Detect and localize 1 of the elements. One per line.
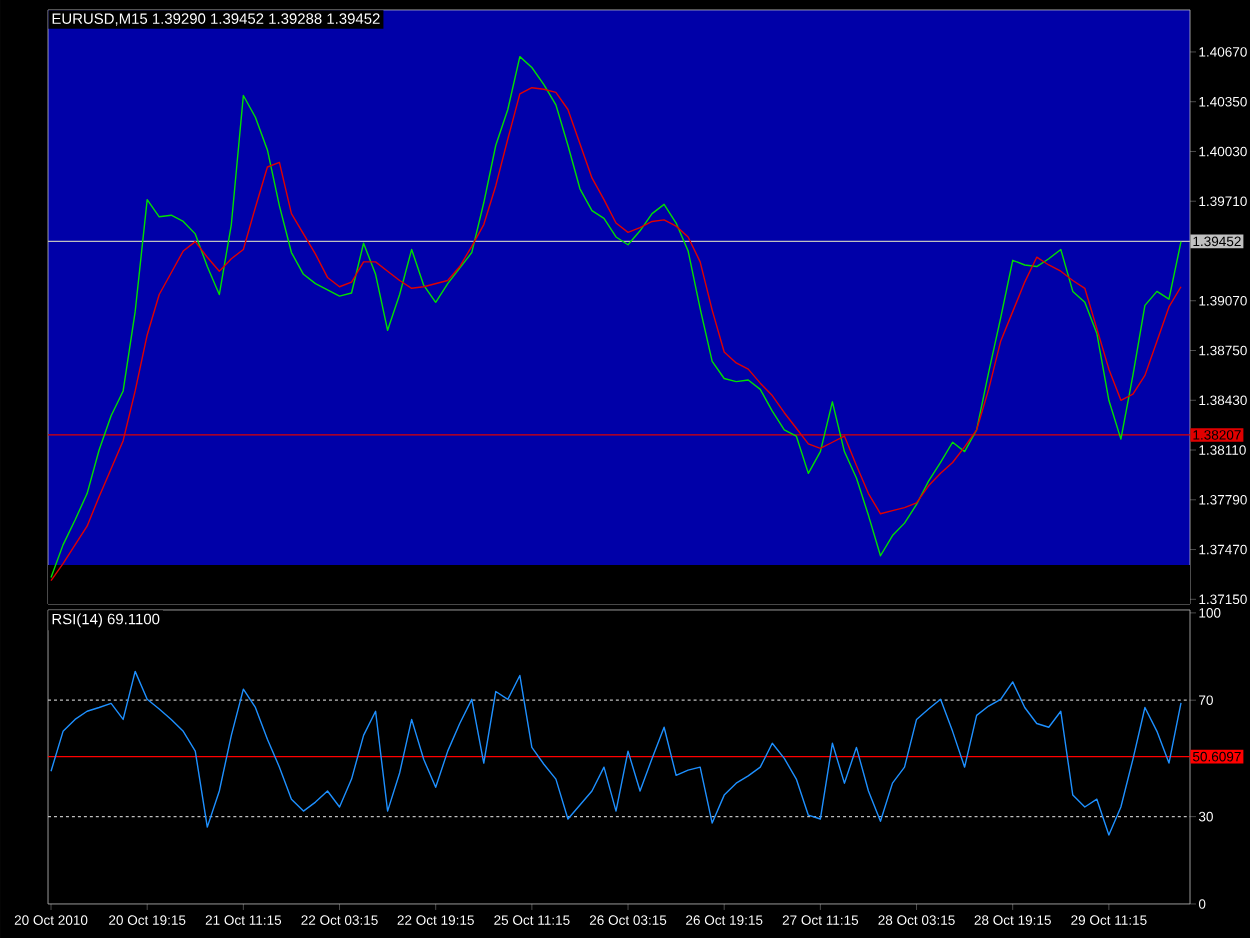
line-series — [50, 670, 1182, 836]
